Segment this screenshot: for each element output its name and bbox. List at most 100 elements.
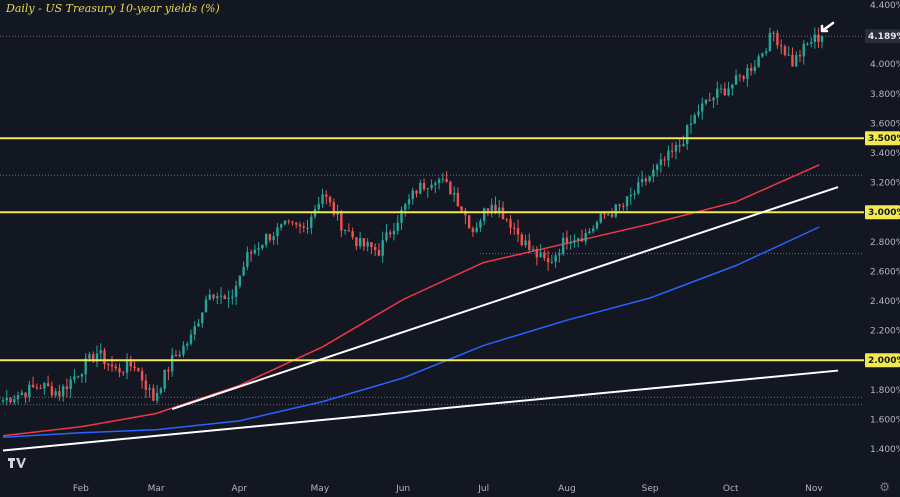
candle-body (471, 228, 475, 232)
candle-body (159, 388, 163, 393)
candle-body (817, 34, 820, 42)
gear-icon[interactable]: ⚙ (879, 480, 890, 494)
trendlines[interactable] (2, 186, 839, 452)
candle-body (576, 238, 580, 241)
candle-body (802, 43, 805, 57)
candle-body (734, 75, 738, 85)
candle-body (336, 211, 339, 215)
candle-body (231, 296, 234, 298)
candle-body (640, 178, 644, 183)
candle-body (543, 252, 546, 259)
candle-body (46, 383, 50, 387)
candle-body (524, 240, 527, 246)
candle-body (110, 364, 114, 367)
candle-body (791, 54, 794, 67)
price-labels: 4.189% 3.500% 3.000% 2.000% (865, 29, 900, 368)
candle-body (204, 299, 208, 313)
candle-body (644, 178, 648, 182)
candle-body (539, 252, 542, 258)
time-axis: Feb Mar Apr May Jun Jul Aug Sep Oct Nov (73, 484, 823, 494)
candle-body (437, 179, 441, 184)
candle-body (152, 388, 155, 401)
candle-body (298, 224, 302, 227)
candle-body (182, 345, 185, 355)
candle-body (723, 88, 726, 96)
candle-body (546, 258, 550, 263)
candle-body (655, 164, 659, 170)
candle-body (813, 34, 817, 42)
candle-body (422, 182, 426, 190)
candle-body (607, 214, 610, 216)
candle-body (531, 248, 535, 250)
candle-body (107, 364, 110, 366)
price-label-text: 4.189% (868, 32, 900, 42)
x-tick-label: May (311, 484, 330, 494)
candle-body (58, 391, 61, 397)
candle-body (652, 169, 655, 177)
candle-body (167, 369, 170, 372)
candle-body (1, 400, 5, 402)
candle-body (678, 145, 681, 147)
candle-body (186, 343, 189, 346)
candle-body (148, 388, 151, 390)
candle-body (569, 242, 572, 244)
candle-body (43, 383, 46, 389)
candle-body (648, 176, 651, 182)
candle-body (407, 199, 411, 205)
candle-body (170, 355, 174, 372)
candle-body (92, 354, 95, 362)
candle-body (140, 370, 144, 381)
arrow-icon (820, 21, 835, 33)
candle-body (219, 295, 223, 297)
tradingview-logo (8, 457, 26, 472)
candle-body (88, 354, 91, 359)
candle-body (246, 252, 249, 267)
candle-body (426, 188, 430, 190)
candle-body (795, 55, 798, 67)
candle-body (227, 297, 230, 300)
candle-body (674, 145, 678, 152)
candle-body (411, 190, 414, 200)
candles (1, 27, 824, 406)
candle-body (419, 182, 422, 194)
candle-body (430, 184, 433, 189)
candle-body (73, 376, 76, 380)
candle-body (392, 230, 396, 235)
y-tick-label: 2.200% (870, 327, 900, 337)
candle-body (125, 360, 129, 373)
candle-body (355, 237, 358, 247)
candle-body (708, 99, 711, 101)
candle-body (302, 226, 305, 228)
x-tick-label: Sep (642, 484, 659, 494)
x-tick-label: Aug (558, 484, 576, 494)
candle-body (584, 233, 587, 242)
candle-body (216, 296, 219, 299)
candle-body (238, 275, 242, 286)
y-tick-label: 1.800% (870, 386, 900, 396)
candle-body (325, 194, 328, 197)
candle-body (486, 208, 490, 212)
y-tick-label: 2.400% (870, 297, 900, 307)
y-tick-label: 2.800% (870, 238, 900, 248)
candle-body (697, 111, 700, 116)
candle-body (212, 294, 215, 299)
candle-body (276, 227, 279, 237)
candle-body (317, 203, 320, 210)
candle-body (716, 88, 719, 98)
candle-body (738, 75, 742, 77)
candle-body (753, 66, 757, 71)
candle-body (137, 368, 140, 371)
candle-body (80, 374, 84, 377)
candle-body (460, 206, 463, 211)
candle-body (253, 249, 257, 254)
candle-body (783, 46, 787, 56)
price-label-box (865, 353, 900, 368)
candle-body (749, 68, 753, 71)
candle-body (65, 386, 69, 390)
horizontal-levels[interactable] (0, 137, 864, 362)
candle-body (268, 234, 272, 241)
candle-body (633, 193, 636, 196)
candle-body (5, 397, 8, 401)
candle-body (155, 392, 159, 401)
